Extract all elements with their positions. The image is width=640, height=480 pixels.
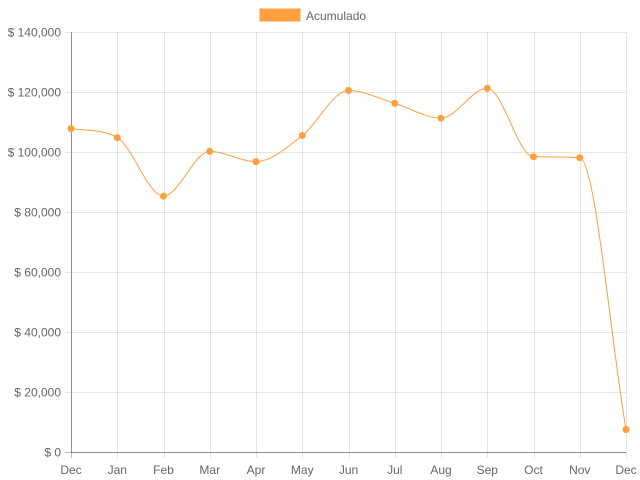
x-tick-label: Nov [569, 463, 590, 477]
axes [71, 32, 626, 453]
y-tick-label: $ 140,000 [8, 26, 62, 40]
data-point[interactable] [206, 147, 214, 155]
x-tick-label: Jul [387, 463, 402, 477]
data-point[interactable] [437, 114, 445, 122]
x-axis-ticks: Dec Jan Feb Mar Apr May Jun Jul Aug Sep Oct Nov Dec [60, 463, 636, 477]
legend[interactable]: Acumulado [259, 8, 366, 23]
data-points [67, 84, 630, 433]
y-tick-label: $ 100,000 [8, 146, 62, 160]
y-axis-ticks: $ 0 $ 20,000 $ 40,000 $ 60,000 $ 80,000 $ 100… [8, 26, 62, 460]
x-tick-label: Jun [339, 463, 358, 477]
x-tick-label: Dec [60, 463, 81, 477]
x-tick-label: Dec [615, 463, 636, 477]
y-tick-label: $ 0 [44, 446, 61, 460]
data-point[interactable] [576, 154, 584, 162]
y-tick-label: $ 20,000 [14, 386, 61, 400]
data-point[interactable] [160, 192, 167, 200]
gridlines [65, 32, 627, 458]
series-line-acumulado [70, 87, 627, 430]
y-tick-label: $ 40,000 [14, 326, 61, 340]
y-tick-label: $ 60,000 [14, 266, 61, 280]
x-tick-label: Apr [247, 463, 266, 477]
x-tick-label: Aug [430, 463, 451, 477]
data-point[interactable] [530, 153, 537, 161]
y-tick-label: $ 80,000 [14, 206, 61, 220]
y-tick-label: $ 120,000 [8, 86, 62, 100]
x-tick-label: Feb [153, 463, 174, 477]
data-point[interactable] [67, 125, 75, 133]
legend-label-acumulado[interactable]: Acumulado [306, 9, 366, 23]
series-acumulado [70, 87, 627, 430]
data-point[interactable] [391, 99, 399, 107]
data-point[interactable] [298, 132, 306, 139]
x-tick-label: Mar [199, 463, 220, 477]
x-tick-label: May [291, 463, 314, 477]
data-point[interactable] [483, 84, 491, 92]
x-tick-label: Sep [477, 463, 499, 477]
data-point[interactable] [345, 87, 352, 94]
x-tick-label: Oct [524, 463, 543, 477]
data-point[interactable] [252, 158, 260, 166]
data-point[interactable] [622, 426, 630, 433]
x-tick-label: Jan [108, 463, 127, 477]
data-point[interactable] [113, 134, 121, 142]
legend-swatch-acumulado[interactable] [259, 8, 301, 22]
